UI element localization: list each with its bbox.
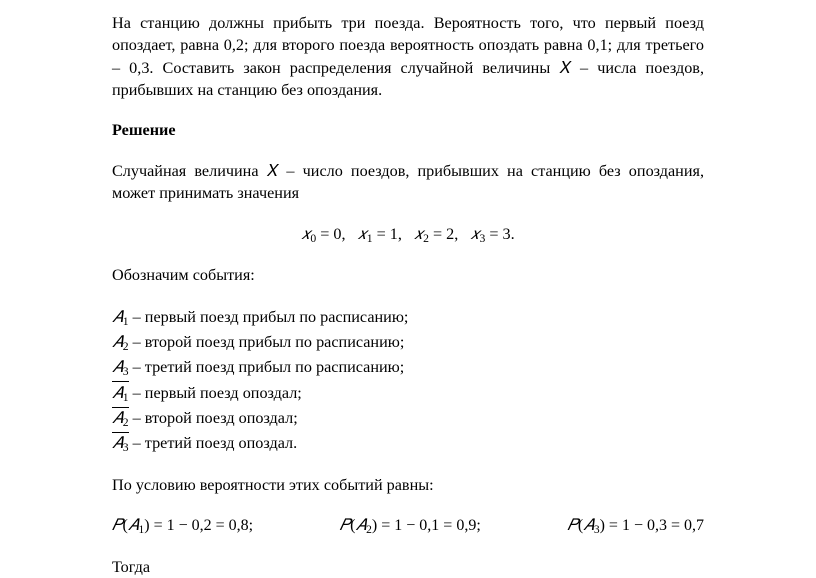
solution-heading: Решение	[112, 119, 704, 141]
event-notA1: 𝐴1 – первый поезд опоздал;	[112, 381, 704, 406]
event-A1: 𝐴1 – первый поезд прибыл по расписанию;	[112, 305, 704, 330]
values-equation: 𝑥0 = 0, 𝑥1 = 1, 𝑥2 = 2, 𝑥3 = 3.	[112, 223, 704, 247]
event-A2: 𝐴2 – второй поезд прибыл по расписанию;	[112, 330, 704, 355]
prob-A2: 𝑃(𝐴2) = 1 − 0,1 = 0,9;	[340, 515, 481, 539]
prob-A1: 𝑃(𝐴1) = 1 − 0,2 = 0,8;	[112, 515, 253, 539]
then-word: Тогда	[112, 556, 704, 578]
events-label: Обозначим события:	[112, 264, 704, 286]
event-notA3: 𝐴3 – третий поезд опоздал.	[112, 431, 704, 456]
event-notA2: 𝐴2 – второй поезд опоздал;	[112, 406, 704, 431]
prob-A3: 𝑃(𝐴3) = 1 − 0,3 = 0,7	[567, 515, 704, 539]
document-page: На станцию должны прибыть три поезда. Ве…	[0, 0, 816, 578]
problem-statement: На станцию должны прибыть три поезда. Ве…	[112, 12, 704, 101]
probabilities-line: 𝑃(𝐴1) = 1 − 0,2 = 0,8; 𝑃(𝐴2) = 1 − 0,1 =…	[112, 515, 704, 539]
condition-line: По условию вероятности этих событий равн…	[112, 474, 704, 496]
solution-intro: Случайная величина 𝑋 – число поездов, пр…	[112, 160, 704, 205]
event-A3: 𝐴3 – третий поезд прибыл по расписанию;	[112, 355, 704, 380]
events-list: 𝐴1 – первый поезд прибыл по расписанию; …	[112, 305, 704, 457]
